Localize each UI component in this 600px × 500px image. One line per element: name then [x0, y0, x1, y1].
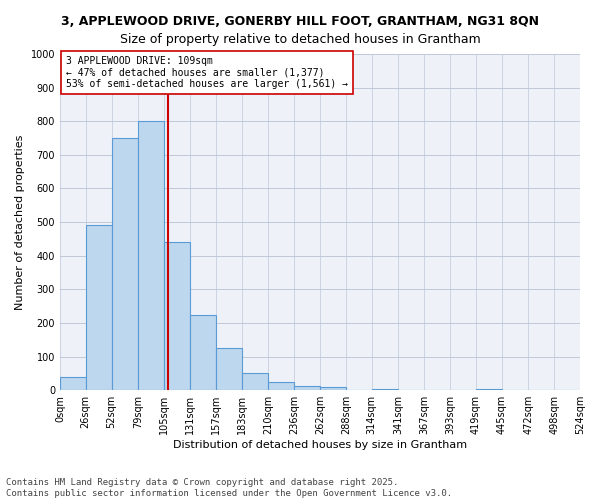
Bar — [294, 386, 320, 390]
Bar — [216, 348, 242, 390]
Text: Size of property relative to detached houses in Grantham: Size of property relative to detached ho… — [119, 32, 481, 46]
Text: Contains HM Land Registry data © Crown copyright and database right 2025.
Contai: Contains HM Land Registry data © Crown c… — [6, 478, 452, 498]
Bar — [268, 382, 294, 390]
Bar — [164, 242, 190, 390]
Text: 3 APPLEWOOD DRIVE: 109sqm
← 47% of detached houses are smaller (1,377)
53% of se: 3 APPLEWOOD DRIVE: 109sqm ← 47% of detac… — [66, 56, 348, 89]
Bar — [86, 226, 112, 390]
Bar — [112, 138, 139, 390]
Text: 3, APPLEWOOD DRIVE, GONERBY HILL FOOT, GRANTHAM, NG31 8QN: 3, APPLEWOOD DRIVE, GONERBY HILL FOOT, G… — [61, 15, 539, 28]
Bar — [476, 388, 502, 390]
Bar — [139, 121, 164, 390]
Bar — [371, 388, 398, 390]
Bar — [320, 387, 346, 390]
Bar — [60, 377, 86, 390]
Bar — [190, 314, 216, 390]
Y-axis label: Number of detached properties: Number of detached properties — [15, 134, 25, 310]
X-axis label: Distribution of detached houses by size in Grantham: Distribution of detached houses by size … — [173, 440, 467, 450]
Bar — [242, 374, 268, 390]
